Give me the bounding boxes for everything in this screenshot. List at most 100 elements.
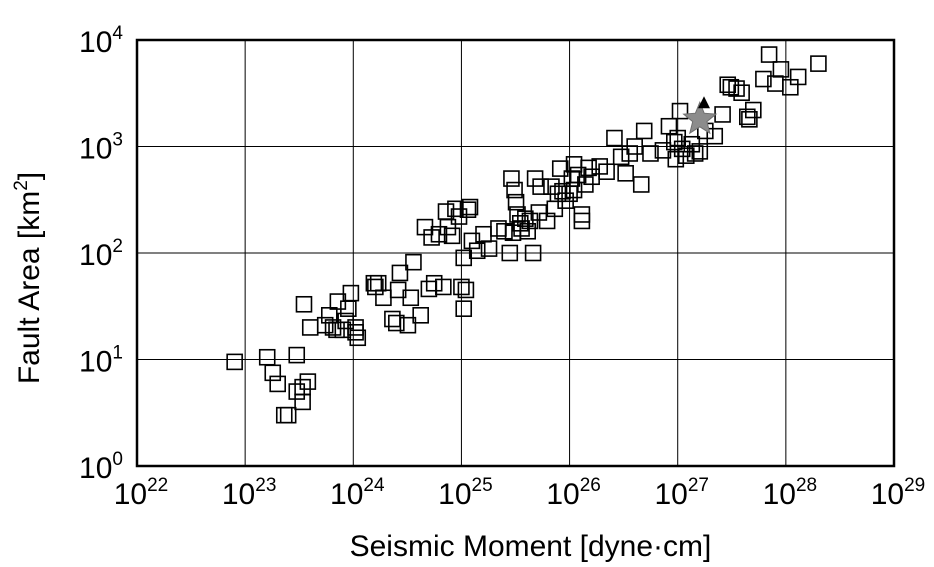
data-point [288, 383, 306, 400]
data-point [686, 145, 704, 162]
x-tick-label: 1027 [654, 475, 709, 511]
star-marker [682, 100, 718, 135]
data-point [667, 150, 685, 168]
data-point [706, 127, 724, 145]
data-point [519, 222, 536, 240]
y-tick-label: 104 [79, 23, 123, 59]
x-tick-label: 1028 [763, 475, 818, 511]
y-tick-label: 101 [79, 343, 123, 379]
data-point [632, 176, 650, 193]
data-point [435, 278, 452, 296]
data-point [388, 314, 405, 332]
data-point [617, 165, 634, 182]
data-point [714, 106, 731, 123]
triangle-marker [697, 96, 710, 109]
x-tick-label: 1026 [546, 475, 601, 511]
y-axis-label-main: Fault Area [km [13, 191, 46, 384]
data-point [722, 78, 740, 96]
data-point [405, 253, 422, 271]
data-point [463, 232, 481, 250]
data-point [755, 70, 772, 88]
data-point [626, 138, 643, 155]
data-point [669, 129, 687, 147]
data-point [439, 218, 457, 236]
data-point [455, 300, 473, 317]
y-tick-label: 103 [79, 130, 123, 166]
data-point [691, 143, 709, 160]
data-point [612, 148, 630, 166]
y-axis-label: Fault Area [km2] [11, 172, 46, 384]
data-point [635, 122, 653, 140]
y-tick-label: 100 [79, 449, 123, 485]
data-point [420, 280, 438, 298]
y-axis-label-sup: 2 [11, 180, 32, 191]
data-point [425, 274, 443, 292]
y-tick-labels: 100 101 102 103 104 [79, 23, 123, 485]
data-point [295, 295, 313, 313]
data-point [573, 206, 591, 223]
data-points [226, 46, 827, 424]
data-point [772, 61, 790, 78]
data-point [412, 307, 429, 324]
data-point [551, 160, 569, 177]
data-point [475, 225, 492, 243]
data-point [294, 378, 311, 396]
data-point [391, 264, 409, 282]
data-point [275, 406, 293, 424]
data-point [524, 244, 542, 262]
x-axis-label: Seismic Moment [dyne·cm] [350, 530, 712, 563]
data-point [269, 375, 286, 393]
data-point [349, 329, 367, 347]
grid-lines [136, 39, 895, 467]
data-point [501, 244, 519, 262]
x-tick-label: 1023 [222, 475, 277, 511]
data-point [347, 319, 364, 336]
data-point [258, 348, 276, 366]
data-point [506, 181, 523, 199]
data-point [677, 147, 695, 164]
x-tick-label: 1029 [871, 475, 926, 511]
data-point [660, 117, 678, 135]
data-point [532, 178, 549, 195]
data-point [459, 201, 477, 219]
data-point [507, 193, 525, 211]
plot-frame [135, 38, 896, 468]
data-point [606, 129, 623, 147]
data-point [741, 111, 758, 128]
data-point [745, 101, 762, 119]
data-point [342, 284, 360, 302]
data-point [810, 55, 827, 72]
x-tick-labels: 1022 1023 1024 1025 1026 1027 1028 1029 [114, 475, 926, 511]
data-point [642, 145, 659, 162]
y-axis-label-end: ] [13, 172, 46, 180]
data-point [468, 242, 486, 260]
data-point [496, 222, 513, 240]
x-tick-label: 1025 [438, 475, 493, 511]
data-point [416, 218, 434, 236]
x-tick-label: 1022 [114, 475, 169, 511]
data-point [324, 319, 342, 336]
data-point [294, 393, 311, 411]
data-point [337, 312, 354, 330]
data-point [226, 353, 243, 371]
data-point [402, 289, 420, 307]
data-point [789, 68, 807, 86]
data-point [299, 373, 317, 390]
data-point [565, 156, 583, 173]
data-point [461, 198, 479, 216]
data-point [733, 84, 750, 102]
y-tick-label: 102 [79, 236, 123, 272]
data-point [288, 346, 306, 364]
data-point [399, 316, 417, 334]
data-point [264, 364, 282, 382]
data-point [443, 227, 461, 245]
data-point [760, 46, 778, 63]
data-point [384, 310, 401, 328]
data-point [521, 212, 539, 230]
data-point [517, 210, 534, 227]
data-point [301, 319, 319, 336]
data-point [598, 163, 615, 180]
data-point [580, 159, 597, 177]
highlighted-events [682, 96, 718, 135]
